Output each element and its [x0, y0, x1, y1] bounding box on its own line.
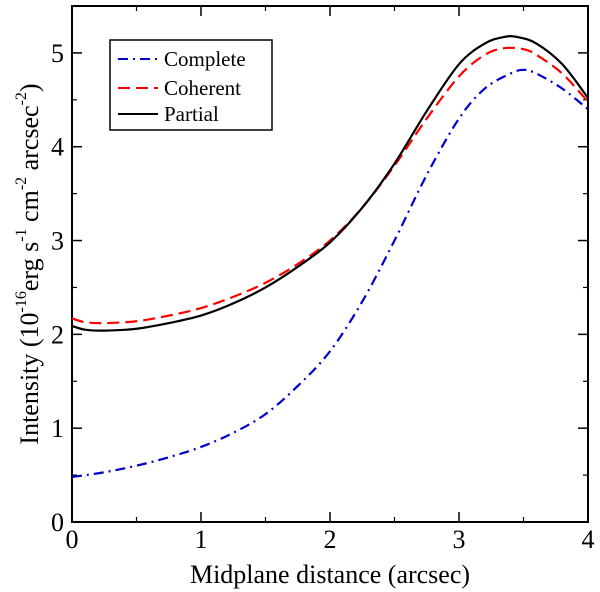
axis-ticks [71, 6, 589, 523]
y-axis-title-prefix: Intensity (10 [15, 312, 44, 444]
x-tick-labels: 0 1 2 3 4 [66, 525, 595, 554]
y-tick-label: 3 [51, 227, 64, 256]
y-tick-label: 2 [51, 320, 64, 349]
x-tick-label: 0 [66, 525, 79, 554]
legend-label-coherent: Coherent [164, 76, 241, 100]
legend-label-partial: Partial [164, 102, 219, 126]
y-axis-title-suffix: ) [15, 83, 44, 92]
x-tick-label: 4 [582, 525, 595, 554]
y-axis-exp: -2 [13, 92, 30, 105]
y-axis-exp: -1 [13, 228, 30, 241]
legend-label-complete: Complete [164, 47, 246, 71]
y-tick-label: 1 [51, 414, 64, 443]
x-tick-label: 3 [453, 525, 466, 554]
y-axis-exp: -16 [13, 291, 30, 312]
series-line-partial [71, 35, 589, 332]
y-axis-unit: arcsec [15, 105, 44, 176]
y-tick-label: 4 [51, 133, 64, 162]
legend: Complete Coherent Partial [109, 39, 273, 131]
x-tick-label: 1 [195, 525, 208, 554]
y-tick-labels: 0 1 2 3 4 5 [51, 39, 64, 537]
x-tick-label: 2 [324, 525, 337, 554]
y-axis-exp: -2 [13, 177, 30, 190]
y-tick-label: 5 [51, 39, 64, 68]
x-axis-title: Midplane distance (arcsec) [190, 560, 470, 589]
y-axis-title: Intensity (10-16erg s-1 cm-2 arcsec-2) [13, 83, 44, 444]
y-tick-label: 0 [51, 508, 64, 537]
series-line-complete [71, 68, 589, 479]
y-axis-unit: erg s [15, 242, 44, 291]
series-layer [71, 35, 589, 479]
y-axis-unit: cm [15, 190, 44, 228]
